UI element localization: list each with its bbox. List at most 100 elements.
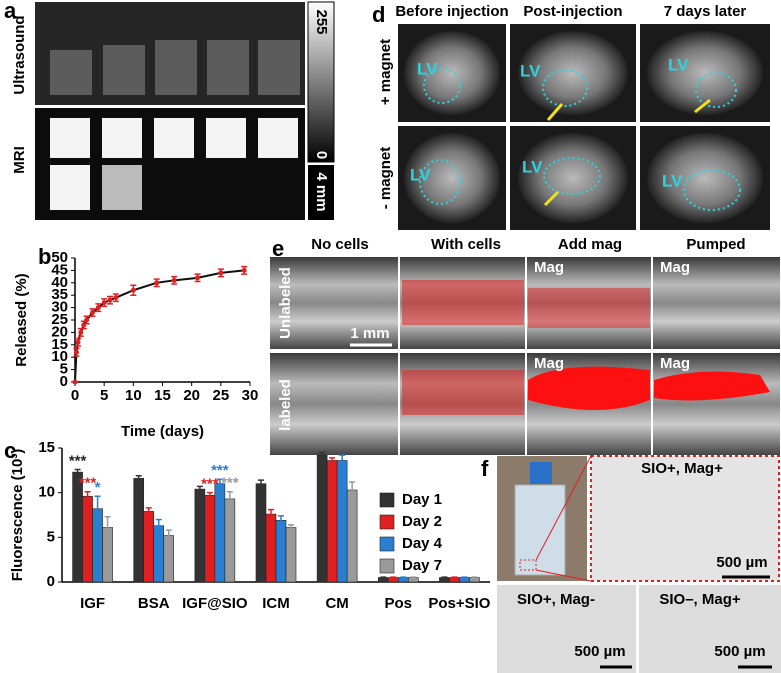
scale-label: 4 mm xyxy=(313,172,330,211)
x-tick-label: 20 xyxy=(183,387,200,404)
y-tick-label: 15 xyxy=(38,439,55,456)
legend-label: Day 4 xyxy=(402,535,443,552)
x-tick-label: 5 xyxy=(100,387,108,404)
column-header: No cells xyxy=(311,236,369,253)
y-tick-label: 5 xyxy=(47,528,55,545)
error-bar xyxy=(74,468,81,475)
data-point xyxy=(78,329,84,335)
x-tick-label: Pos+SIO xyxy=(428,595,490,612)
scale-label: 500 µm xyxy=(574,643,625,660)
bar xyxy=(469,577,480,583)
tube-images xyxy=(270,257,780,455)
panel-label: e xyxy=(272,236,284,261)
y-tick-label: 40 xyxy=(51,274,68,291)
x-tick-label: Pos xyxy=(385,595,413,612)
y-tick-label: 30 xyxy=(51,299,68,316)
mri-grid xyxy=(398,24,770,230)
data-point xyxy=(154,280,160,286)
data-point xyxy=(72,379,78,385)
x-tick-label: 30 xyxy=(242,387,259,404)
lv-label: LV xyxy=(520,61,541,80)
x-tick-label: IGF xyxy=(80,595,105,612)
colorbar-max: 255 xyxy=(313,9,330,34)
bar xyxy=(214,483,226,583)
significance-marker: *** xyxy=(211,462,229,479)
error-bar xyxy=(461,576,468,578)
bar xyxy=(163,535,175,583)
lv-label: LV xyxy=(417,59,438,78)
error-bar xyxy=(400,576,407,578)
data-point xyxy=(95,305,101,311)
bar xyxy=(224,498,236,583)
bar xyxy=(336,460,348,583)
bar xyxy=(346,489,358,583)
panel-d: d Before injection Post-injection 7 days… xyxy=(372,2,770,230)
bar xyxy=(407,577,419,583)
data-point xyxy=(84,317,90,323)
panel-label: f xyxy=(481,456,489,481)
error-bar xyxy=(94,495,101,522)
y-tick-label: 50 xyxy=(51,249,68,266)
data-point xyxy=(195,275,200,281)
x-tick-label: IGF@SIO xyxy=(182,595,248,612)
bar xyxy=(285,527,297,583)
data-point xyxy=(130,287,136,293)
legend-label: Day 7 xyxy=(402,557,442,574)
significance-marker: * xyxy=(95,479,101,496)
data-point xyxy=(90,310,95,316)
error-bar xyxy=(145,507,152,515)
scale-label: 1 mm xyxy=(350,325,389,342)
data-point xyxy=(171,277,177,283)
colorbar xyxy=(307,1,335,163)
significance-marker: *** xyxy=(69,452,87,469)
bar xyxy=(255,483,267,583)
panel-f: f SIO+, Mag+ SIO+, Mag- SIO–, Mag+ 500 µ… xyxy=(481,455,781,673)
error-bar xyxy=(380,576,387,578)
scale-bar xyxy=(308,165,334,220)
y-tick-label: 10 xyxy=(38,484,55,501)
bar xyxy=(133,478,145,583)
lv-label: LV xyxy=(410,165,431,184)
scale-label: 500 µm xyxy=(714,643,765,660)
bar xyxy=(387,577,399,583)
mag-label: Mag xyxy=(534,355,564,372)
error-bar xyxy=(84,491,91,501)
error-bar xyxy=(329,457,336,464)
error-bar xyxy=(451,576,458,578)
data-point xyxy=(107,297,113,303)
x-tick-label: BSA xyxy=(138,595,170,612)
legend-label: Day 1 xyxy=(402,491,442,508)
lv-label: LV xyxy=(522,157,543,176)
panel-label: a xyxy=(4,0,17,23)
bar xyxy=(316,454,328,583)
error-bar xyxy=(135,474,142,482)
y-tick-label: 0 xyxy=(47,573,55,590)
error-bar xyxy=(339,454,346,466)
y-tick-label: 35 xyxy=(51,286,68,303)
x-tick-label: ICM xyxy=(262,595,290,612)
error-bar xyxy=(288,524,294,531)
data-point xyxy=(113,295,119,301)
lv-label: LV xyxy=(668,55,689,74)
y-tick-label: 5 xyxy=(60,361,68,378)
row-label: Unlabeled xyxy=(277,267,294,339)
row-label: labeled xyxy=(277,379,294,431)
bar xyxy=(459,577,470,583)
error-bar xyxy=(165,529,172,541)
column-header: Before injection xyxy=(395,3,508,20)
panel-label: c xyxy=(4,438,16,463)
y-axis-title: Released (%) xyxy=(13,273,30,366)
error-bar xyxy=(155,518,162,532)
data-point xyxy=(218,270,224,276)
panel-label: b xyxy=(38,244,51,269)
error-bar xyxy=(104,516,111,539)
micrograph xyxy=(590,455,780,582)
column-header: Pumped xyxy=(686,236,745,253)
error-bar xyxy=(410,576,417,578)
mag-label: Mag xyxy=(534,259,564,276)
bar xyxy=(397,577,409,583)
x-tick-label: CM xyxy=(325,595,348,612)
y-tick-label: 15 xyxy=(51,336,68,353)
legend-swatch xyxy=(379,536,395,552)
